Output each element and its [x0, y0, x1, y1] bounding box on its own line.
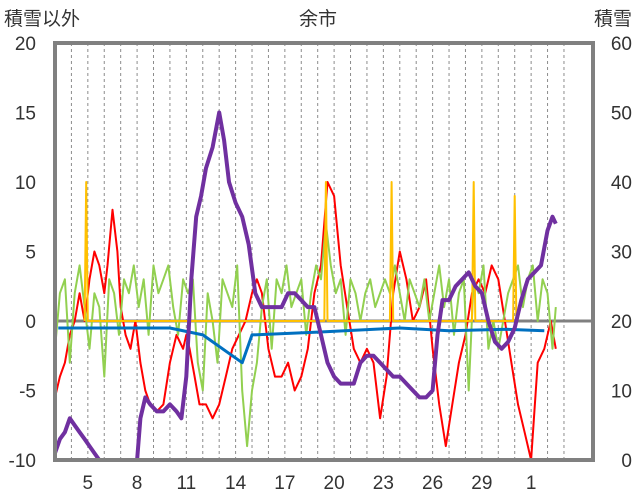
x-tick-label: 1: [526, 473, 537, 494]
y-left-tick-label: -10: [9, 451, 36, 472]
x-tick-label: 23: [373, 473, 394, 494]
x-tick-label: 29: [471, 473, 492, 494]
x-tick-label: 11: [176, 473, 196, 494]
x-tick-label: 14: [225, 473, 247, 494]
y-right-tick-label: 0: [621, 451, 632, 472]
x-tick-label: 5: [83, 473, 94, 494]
y-left-tick-label: 5: [25, 243, 36, 264]
left-axis: -10 -5 0 5 10 15 20: [9, 34, 36, 472]
series-group: [53, 110, 558, 462]
y-right-tick-label: 60: [611, 34, 632, 55]
y-left-tick-label: -5: [19, 382, 36, 403]
plot-frame: [53, 41, 595, 462]
y-right-tick-label: 20: [611, 312, 632, 333]
y-right-tick-label: 50: [611, 104, 632, 125]
x-tick-label: 8: [132, 473, 143, 494]
chart-title: 余市: [299, 8, 337, 30]
y-right-tick-label: 40: [611, 173, 632, 194]
right-axis-label: 積雪: [594, 8, 632, 30]
series-line-4: [53, 110, 558, 462]
x-tick-label: 26: [422, 473, 443, 494]
series-line-1: [54, 222, 557, 448]
y-right-tick-label: 10: [611, 382, 632, 403]
x-tick-label: 17: [274, 473, 295, 494]
series-line-3: [58, 326, 545, 365]
right-axis: 0 10 20 30 40 50 60: [611, 34, 632, 472]
left-axis-label: 積雪以外: [4, 8, 80, 30]
y-left-tick-label: 10: [15, 173, 36, 194]
y-left-tick-label: 20: [15, 34, 36, 55]
x-tick-label: 20: [324, 473, 345, 494]
y-right-tick-label: 30: [611, 243, 632, 264]
y-left-tick-label: 0: [25, 312, 36, 333]
x-axis: 5 8 11 14 17 20 23 26 29 1: [83, 473, 537, 494]
series-line-2: [83, 181, 518, 322]
y-left-tick-label: 15: [15, 104, 36, 125]
